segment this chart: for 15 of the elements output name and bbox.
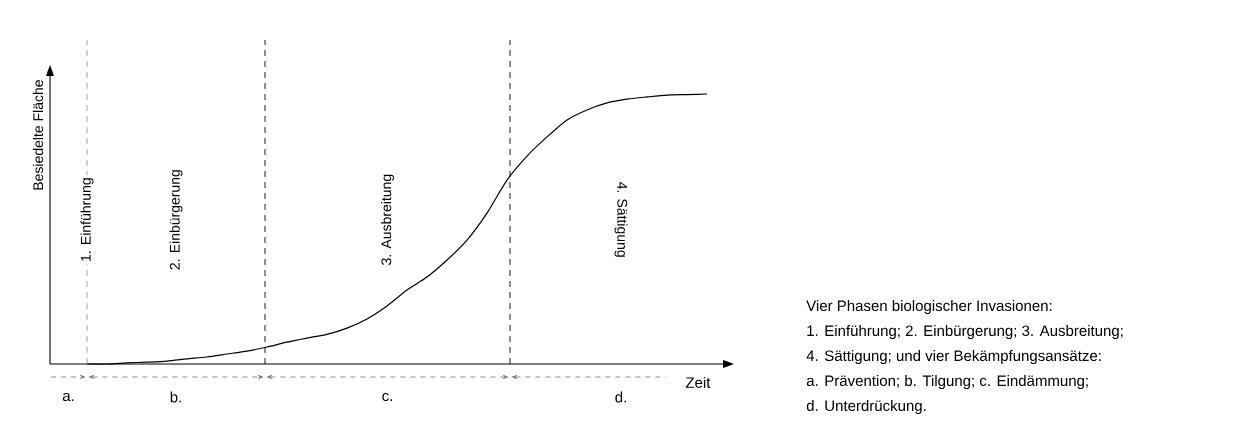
y-axis-title: Besiedelte Fläche [32, 80, 44, 190]
text: a. Prävention; b. Tilgung; c. Eindämmung; [806, 375, 1088, 389]
annotation: 2. Einbürgerung [169, 170, 183, 270]
text: b. [170, 391, 181, 403]
x-axis-title: Zeit [685, 376, 711, 388]
text: 1. Einführung; 2. Einbürgerung; 3. Ausbreitung; [807, 325, 1123, 339]
text: Vier Phasen biologischer Invasionen: [806, 300, 1052, 314]
text: d. Unterdrückung. [806, 400, 926, 414]
text: d. [615, 391, 626, 403]
annotation: 4. Sättigung [614, 181, 628, 257]
text: a. [62, 392, 74, 402]
text: 4. Sättigung; und vier Bekämpfungsansätze: [806, 350, 1101, 364]
annotation: 3. Ausbreitung [380, 174, 395, 265]
annotation: 1. Einführung [80, 178, 94, 261]
text: c. [382, 392, 392, 402]
